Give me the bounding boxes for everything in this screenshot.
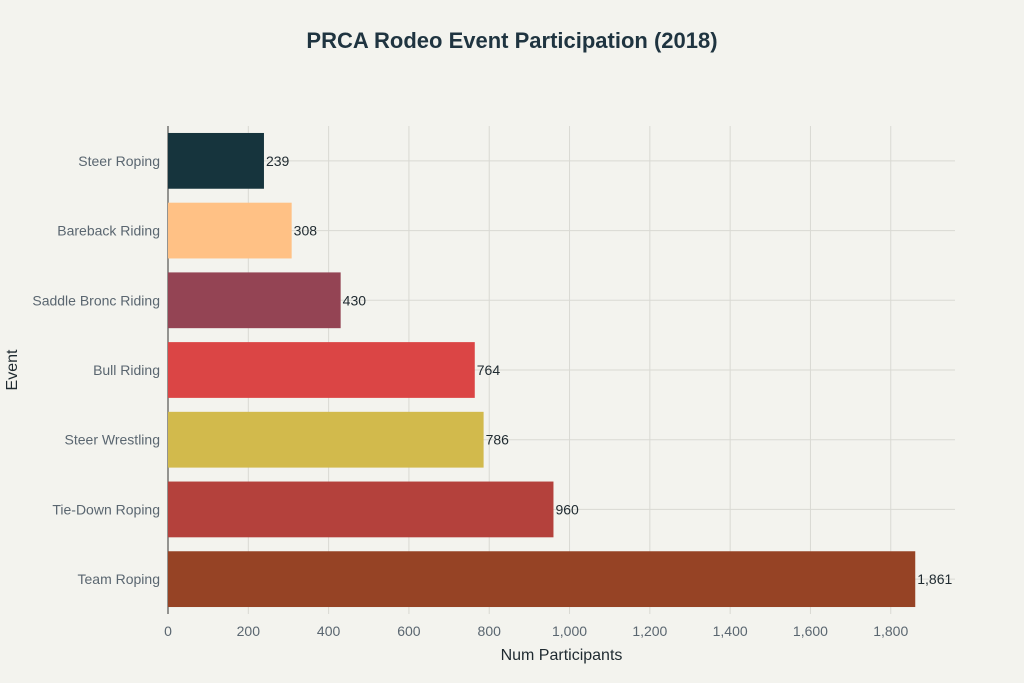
x-tick-label: 1,000 <box>552 623 587 639</box>
x-tick-label: 800 <box>478 623 502 639</box>
x-axis-title: Num Participants <box>501 647 623 664</box>
y-axis-title: Event <box>4 349 21 390</box>
x-tick-label: 200 <box>237 623 261 639</box>
bar <box>168 132 264 189</box>
x-tick-label: 1,800 <box>873 623 908 639</box>
category-label: Steer Roping <box>78 153 160 169</box>
bar <box>168 342 475 398</box>
bar <box>168 551 916 608</box>
x-tick-label: 400 <box>317 623 341 639</box>
value-label: 239 <box>266 153 290 169</box>
category-label: Steer Wrestling <box>65 432 160 448</box>
bar <box>168 272 341 329</box>
x-tick-label: 1,400 <box>713 623 748 639</box>
category-label: Bull Riding <box>93 362 160 378</box>
bar <box>168 202 292 259</box>
category-label: Saddle Bronc Riding <box>32 292 160 308</box>
category-label: Bareback Riding <box>57 223 160 239</box>
bar <box>168 481 554 538</box>
value-label: 1,861 <box>917 571 952 587</box>
value-label: 960 <box>555 501 579 517</box>
x-tick-label: 0 <box>164 623 172 639</box>
x-tick-label: 1,200 <box>632 623 667 639</box>
category-label: Tie-Down Roping <box>52 501 160 517</box>
category-label: Team Roping <box>78 571 161 587</box>
value-label: 764 <box>477 362 501 378</box>
value-label: 786 <box>486 432 510 448</box>
bar <box>168 411 484 468</box>
value-label: 308 <box>294 223 318 239</box>
x-tick-label: 1,600 <box>793 623 828 639</box>
value-label: 430 <box>343 292 367 308</box>
chart-title: PRCA Rodeo Event Participation (2018) <box>306 28 718 53</box>
x-tick-label: 600 <box>397 623 421 639</box>
